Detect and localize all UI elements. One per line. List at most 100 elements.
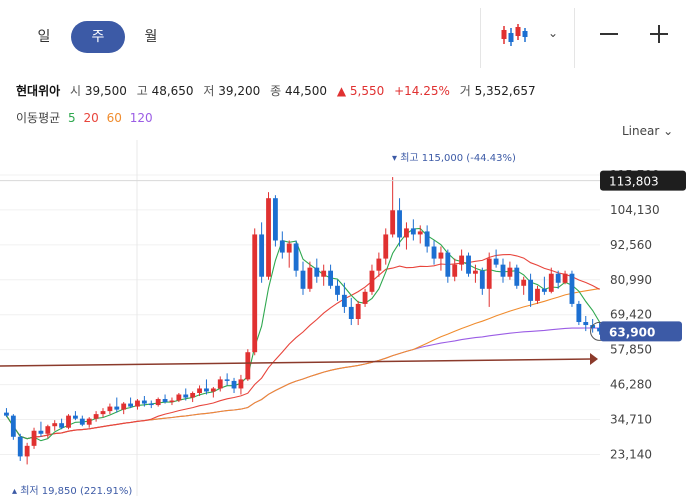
change-value: 5,550	[349, 84, 385, 98]
candle-body	[286, 243, 292, 253]
candle-body	[576, 303, 582, 323]
candle-body	[210, 388, 216, 392]
candle-body	[24, 445, 30, 457]
candle-body	[197, 388, 202, 393]
candle-body	[45, 426, 51, 434]
high-value: 48,650	[151, 84, 194, 98]
candle-body	[141, 400, 147, 404]
candle-body	[562, 273, 568, 283]
candle-body	[176, 394, 182, 401]
price-chart[interactable]: 115,700104,13092,56080,99069,42057,85046…	[0, 140, 687, 496]
candle-body	[590, 325, 596, 329]
ma-120-line	[5, 327, 600, 440]
ma-120: 120	[129, 111, 153, 125]
candle-body	[362, 291, 368, 304]
candle-body	[73, 415, 78, 419]
current-price-label: 63,900	[609, 325, 655, 339]
y-tick-label: 23,140	[610, 447, 652, 461]
candle-body	[410, 228, 416, 235]
candle-body	[452, 264, 458, 277]
candle-body	[183, 394, 189, 398]
candle-body	[493, 258, 499, 265]
y-tick-label: 80,990	[610, 273, 652, 287]
candle-body	[307, 267, 313, 289]
candle-body	[341, 294, 347, 307]
ma-20: 20	[83, 111, 99, 125]
candle-body	[424, 231, 430, 247]
y-tick-label: 69,420	[610, 308, 652, 322]
candle-body	[507, 267, 513, 277]
plus-icon[interactable]	[650, 25, 668, 43]
candle-body	[148, 403, 154, 406]
candle-body	[135, 400, 140, 407]
chevron-down-icon[interactable]: ⌄	[548, 26, 559, 40]
ma-20-line	[5, 253, 600, 440]
ma-60: 60	[106, 111, 122, 125]
y-tick-label: 104,130	[610, 203, 660, 217]
candle-body	[252, 234, 258, 353]
candle-body	[300, 270, 306, 289]
candle-body	[500, 264, 506, 277]
y-tick-label: 34,710	[610, 413, 652, 427]
candle-body	[473, 270, 478, 274]
candle-body	[390, 210, 396, 235]
candle-body	[169, 400, 175, 403]
candle-body	[273, 198, 278, 241]
candle-body	[266, 198, 271, 277]
candle-body	[86, 418, 92, 425]
chart-toolbar: 일 주 월 ⌄	[0, 0, 687, 72]
trendline	[0, 358, 593, 367]
candle-body	[79, 418, 85, 425]
candle-body	[479, 270, 485, 289]
candle-body	[66, 415, 71, 428]
y-tick-label: 57,850	[610, 343, 652, 357]
minus-icon[interactable]	[600, 33, 618, 35]
crosshair-price-label: 113,803	[609, 175, 659, 189]
candle-body	[59, 423, 65, 428]
candle-body	[238, 379, 244, 389]
candle-body	[314, 267, 320, 277]
chevron-down-icon: ⌄	[663, 124, 674, 138]
candle-body	[348, 306, 354, 319]
candle-body	[328, 270, 333, 286]
candle-body	[369, 270, 375, 292]
candle-body	[293, 243, 299, 271]
candle-body	[486, 258, 492, 289]
candle-body	[569, 273, 575, 304]
low-value: 39,200	[218, 84, 261, 98]
candle-body	[38, 430, 44, 434]
candle-body	[279, 240, 285, 253]
high-label: 고	[136, 84, 148, 98]
scale-mode-dropdown[interactable]: Linear ⌄	[622, 124, 673, 138]
tab-monthly[interactable]: 월	[144, 29, 158, 45]
max-annotation: ▾ 최고 115,000 (-44.43%)	[392, 152, 516, 164]
y-tick-label: 92,560	[610, 238, 652, 252]
ma-5: 5	[68, 111, 76, 125]
candle-body	[459, 255, 465, 265]
change-percent: +14.25%	[394, 84, 450, 98]
change-arrow: ▲	[336, 84, 347, 98]
candlestick-icon[interactable]	[500, 24, 528, 46]
volume-label: 거	[459, 84, 471, 98]
candle-body	[466, 255, 471, 274]
candle-body	[231, 380, 237, 389]
candle-body	[10, 415, 16, 437]
y-tick-label: 46,280	[610, 378, 652, 392]
min-annotation: ▴ 최저 19,850 (221.91%)	[12, 485, 132, 496]
candle-body	[128, 403, 133, 407]
moving-average-legend: 이동평균 5 20 60 120	[16, 109, 157, 126]
candle-body	[431, 246, 437, 259]
candle-body	[335, 285, 340, 295]
candle-body	[514, 267, 520, 286]
tab-weekly[interactable]: 주	[71, 21, 125, 53]
candle-body	[417, 231, 423, 235]
close-value: 44,500	[284, 84, 327, 98]
candle-body	[535, 288, 540, 301]
candle-body	[52, 423, 58, 427]
tab-daily[interactable]: 일	[37, 29, 51, 45]
candle-body	[100, 411, 106, 415]
candle-body	[438, 252, 444, 259]
candle-body	[355, 303, 361, 319]
candle-body	[31, 430, 37, 446]
candle-body	[259, 234, 265, 277]
